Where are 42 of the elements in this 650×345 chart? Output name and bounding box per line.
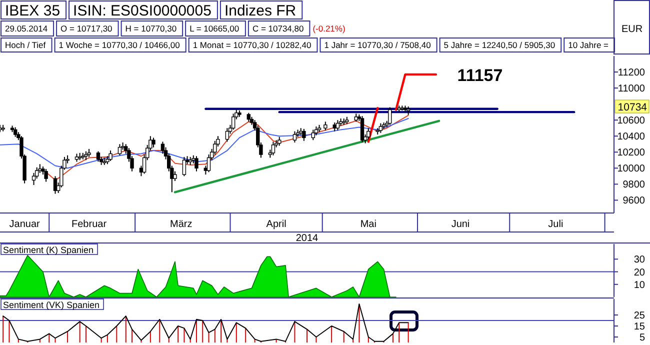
annotation: 11157	[457, 66, 503, 85]
text: H = 10770,30	[125, 24, 177, 34]
y-tick-label: 25	[634, 310, 646, 322]
x-tick-label: Juli	[548, 219, 564, 230]
x-tick-label: April	[266, 219, 286, 230]
y-tick-label: 5	[639, 332, 646, 344]
y-tick-label: 10600	[617, 116, 646, 127]
text: C = 10734,80	[252, 24, 304, 34]
x-tick-label: Juni	[451, 219, 470, 230]
x-tick-label: Mai	[360, 219, 376, 230]
x-tick-label: Februar	[72, 219, 108, 230]
text: 1 Woche = 10770,30 / 10466,00	[58, 40, 180, 50]
y-tick-label: 11200	[618, 68, 646, 79]
text: 5 Jahre = 12240,50 / 5905,30	[444, 40, 556, 50]
y-tick-label: 9600	[622, 196, 646, 207]
y-tick-label: 10400	[617, 132, 646, 143]
text: 1 Monat = 10770,30 / 10282,40	[192, 40, 312, 50]
text: O = 10717,30	[60, 24, 113, 34]
y-tick-label: 30	[634, 254, 646, 266]
x-tick-label: Januar	[9, 219, 41, 230]
y-tick-label: 10	[634, 280, 646, 291]
text: 1 Jahr = 10770,30 / 7508,40	[324, 40, 432, 50]
chart-title: Sentiment (VK) Spanien	[3, 300, 100, 310]
chart-title: IBEX 35	[5, 2, 60, 20]
y-axis-title: EUR	[621, 24, 643, 35]
text: Hoch / Tief	[5, 40, 46, 50]
y-tick-label: 15	[634, 321, 646, 332]
chart-title: Sentiment (K) Spanien	[3, 245, 94, 255]
y-tick-label: 11000	[618, 84, 646, 95]
text: Indizes FR	[224, 2, 296, 20]
y-tick-label: 10000	[617, 164, 646, 175]
text: 29.05.2014	[5, 24, 48, 34]
text: (-0.21%)	[312, 24, 346, 34]
y-tick-label: 10200	[617, 148, 646, 159]
text: 10 Jahre =	[568, 40, 609, 50]
x-axis-title: 2014	[296, 233, 319, 244]
y-tick-label: 9800	[622, 180, 646, 191]
text: ISIN: ES0SI0000005	[73, 2, 212, 20]
x-tick-label: März	[170, 219, 192, 230]
text: 10734	[618, 102, 648, 114]
y-tick-label: 20	[634, 267, 646, 278]
text: L = 10665,00	[190, 24, 240, 34]
